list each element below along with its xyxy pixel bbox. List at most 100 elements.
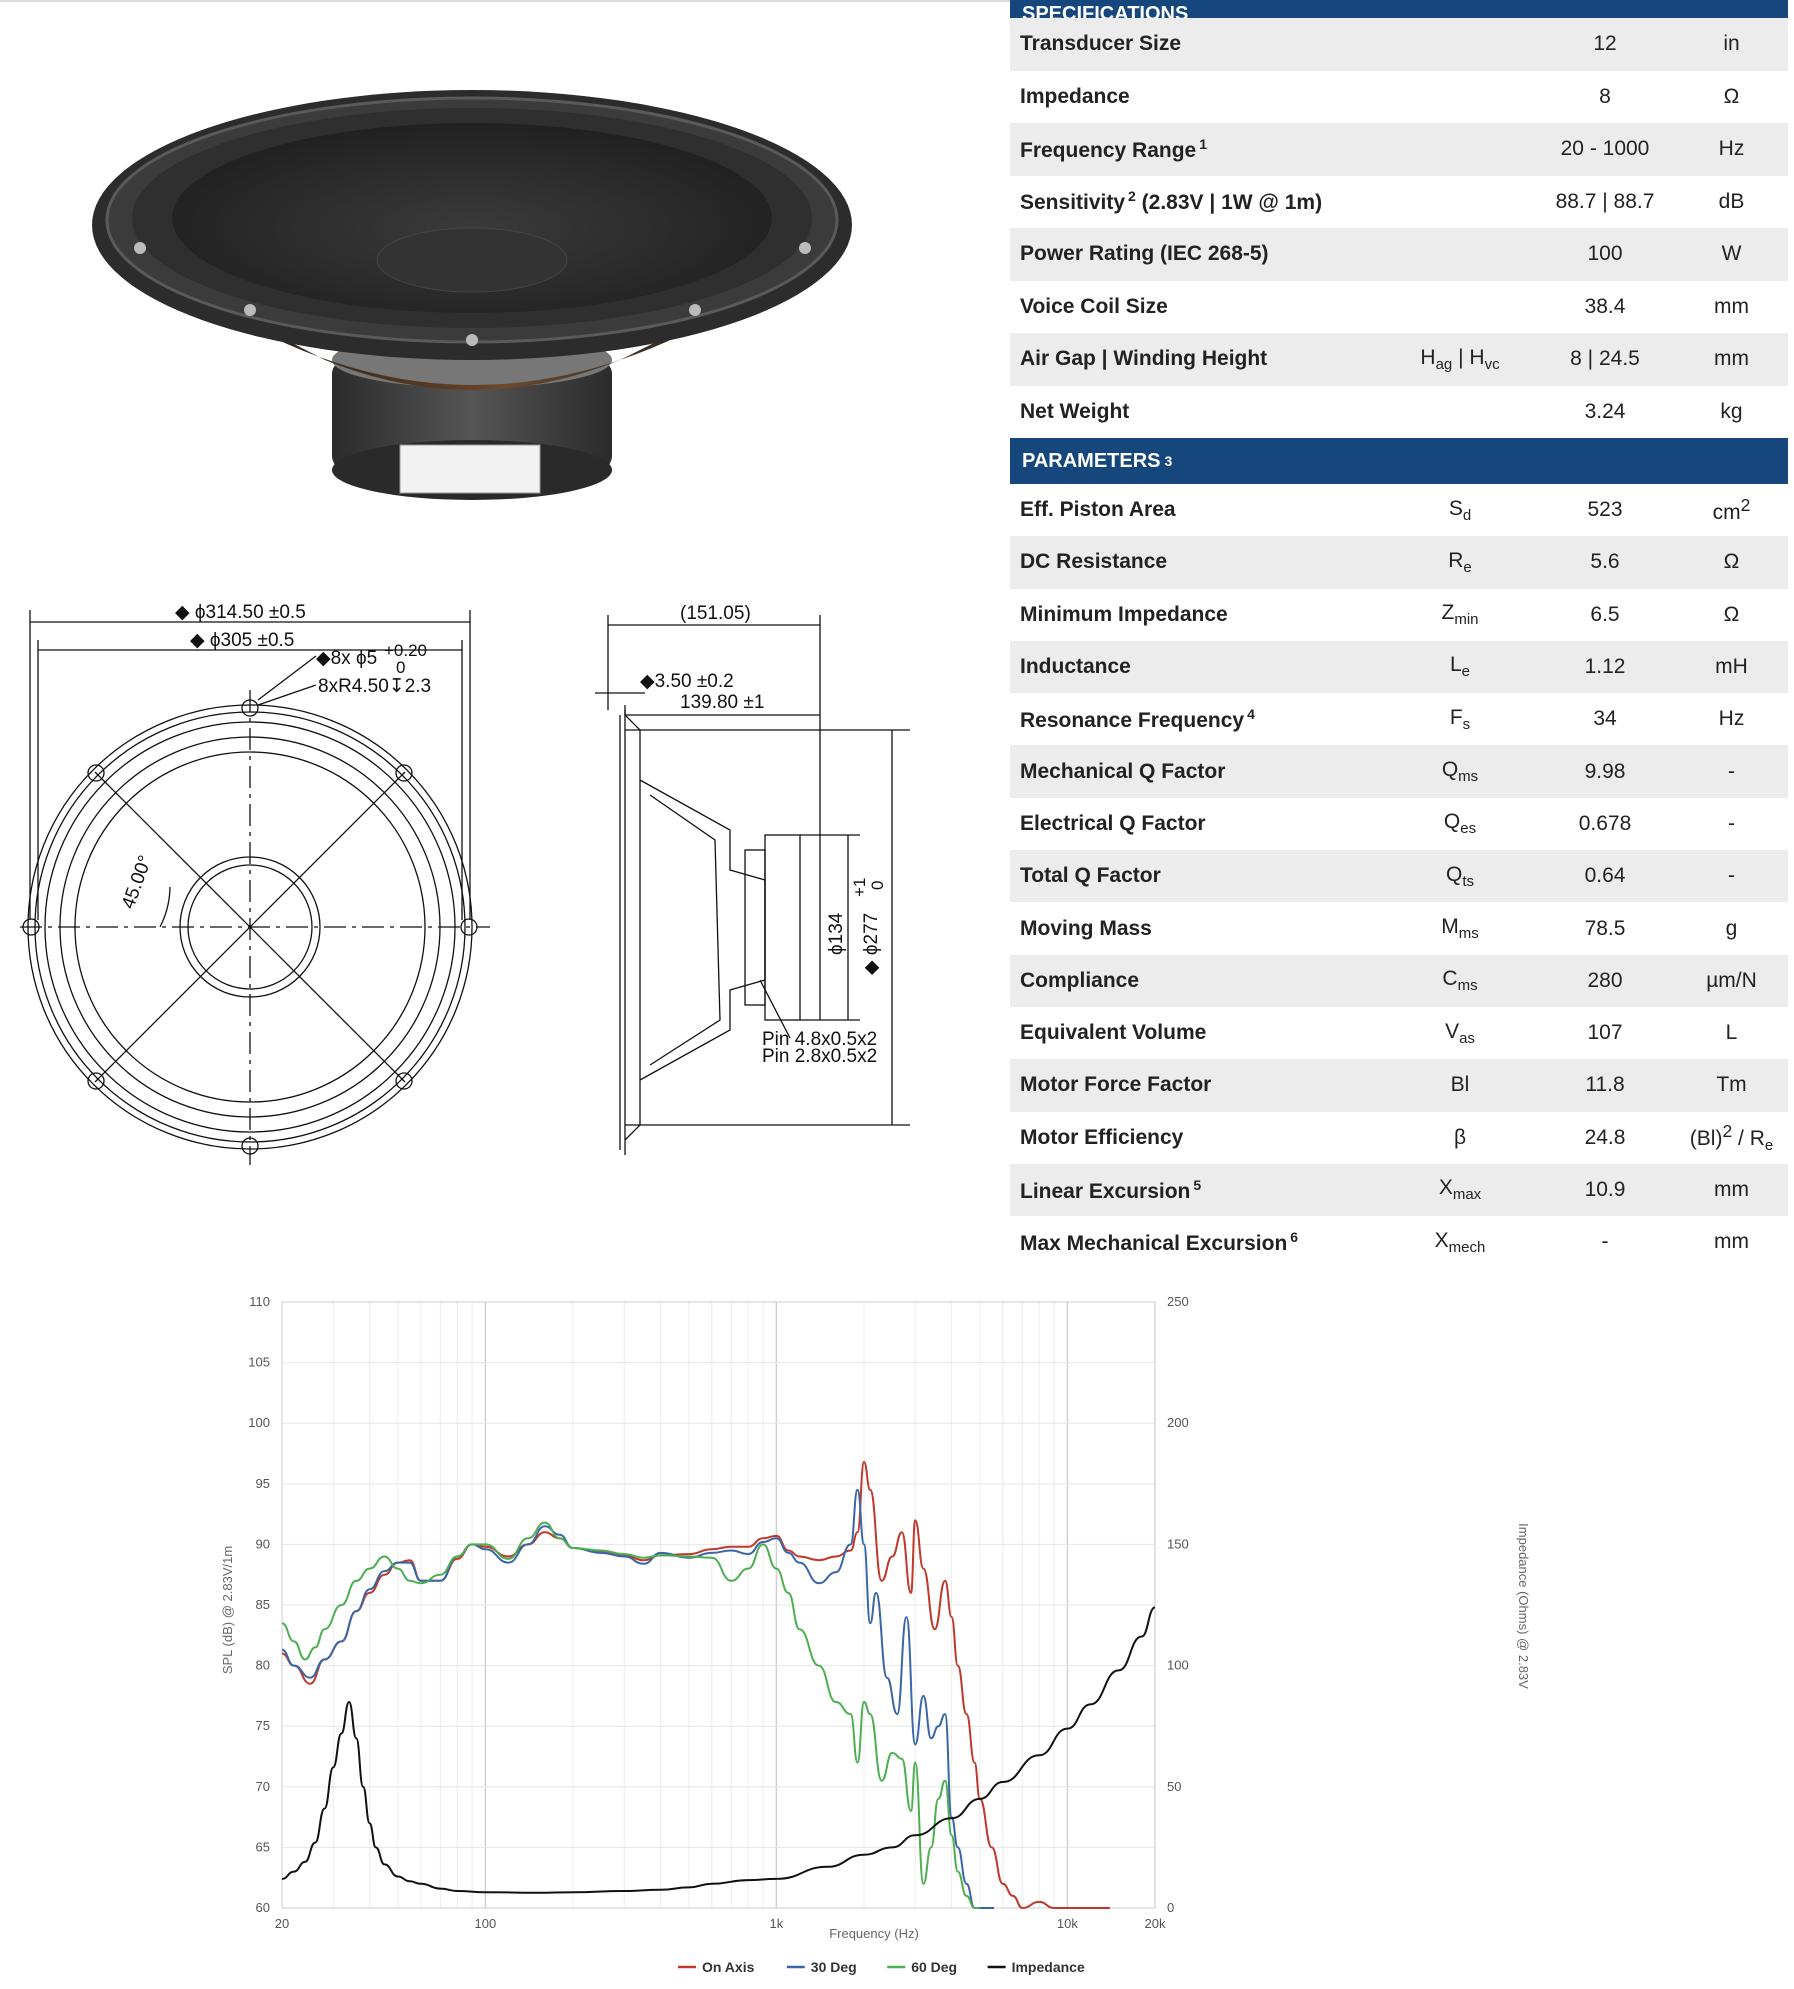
row-unit: mm	[1675, 295, 1788, 319]
row-value: 100	[1535, 242, 1675, 266]
dim-magnet-diameter: ϕ134	[826, 912, 847, 955]
legend-label: Impedance	[1012, 1959, 1085, 1975]
text-part: Z	[1441, 601, 1455, 625]
parameters-rows: Eff. Piston Area Sd 523 cm2 DC Resistance Re 5…	[1010, 484, 1788, 1268]
text-part: Ω	[1723, 84, 1740, 108]
plot-frame	[281, 1301, 1156, 1909]
spec-table: SPECIFICATIONS Transducer Size 12 in Impeda…	[1010, 0, 1788, 1268]
table-row: Minimum Impedance Zmin 6.5 Ω	[1010, 589, 1788, 641]
dim-depth: 139.80 ±1	[680, 692, 764, 713]
text-part: 0.64	[1584, 864, 1626, 888]
row-symbol: Zmin	[1385, 601, 1535, 628]
table-row: Air Gap | Winding Height Hag | Hvc 8 | 24.…	[1010, 333, 1788, 386]
row-label: Net Weight	[1010, 400, 1385, 424]
row-value: 38.4	[1535, 295, 1675, 319]
row-unit: -	[1675, 812, 1788, 836]
text-part: 24.8	[1584, 1125, 1626, 1149]
row-value: 8	[1535, 85, 1675, 109]
text-part: 2	[1722, 1121, 1733, 1142]
row-label: Voice Coil Size	[1010, 295, 1385, 319]
y-tick-label: 85	[256, 1597, 270, 1612]
text-part: Max Mechanical Excursion	[1020, 1231, 1288, 1255]
text-part: mm	[1714, 294, 1749, 318]
text-part: R	[1448, 548, 1464, 572]
text-part: Air Gap | Winding Height	[1020, 347, 1268, 371]
text-part: 6.5	[1590, 602, 1620, 626]
text-part: 4	[1247, 705, 1255, 722]
row-label: Impedance	[1010, 85, 1385, 109]
text-part: Compliance	[1020, 968, 1140, 992]
text-part: | H	[1452, 345, 1485, 369]
dim-outer-diameter: ◆ ϕ314.50 ±0.5	[175, 602, 306, 623]
text-part: -	[1601, 1230, 1609, 1254]
text-part: Eff. Piston Area	[1020, 498, 1176, 522]
text-part: Net Weight	[1020, 399, 1130, 423]
row-label: Compliance	[1010, 969, 1385, 993]
text-part: 11.8	[1585, 1073, 1625, 1097]
dim-total-depth: (151.05)	[680, 603, 751, 624]
text-part: 20 - 1000	[1560, 137, 1650, 161]
text-part: kg	[1720, 399, 1743, 423]
row-unit: dB	[1675, 190, 1788, 214]
table-row: Mechanical Q Factor Qms 9.98 -	[1010, 745, 1788, 798]
dim-counterbore: 8xR4.50↧2.3	[318, 676, 431, 697]
text-part: H	[1420, 345, 1436, 369]
text-part: V	[1445, 1019, 1460, 1043]
text-part: in	[1723, 32, 1740, 56]
text-part: Impedance	[1020, 84, 1130, 108]
text-part: Total Q Factor	[1020, 864, 1161, 888]
text-part: Transducer Size	[1020, 32, 1182, 56]
y2-tick-label: 250	[1167, 1294, 1189, 1309]
row-label: Linear Excursion 5	[1010, 1177, 1385, 1204]
text-part: Q	[1441, 758, 1459, 782]
text-part: d	[1462, 506, 1472, 524]
y-tick-label: 110	[249, 1294, 270, 1309]
text-part: Resonance Frequency	[1020, 708, 1245, 732]
row-symbol: β	[1385, 1126, 1535, 1150]
text-part: (2.83V | 1W @ 1m)	[1135, 191, 1323, 215]
text-part: Q	[1443, 810, 1461, 834]
text-part: M	[1441, 914, 1459, 938]
chart-legend: On Axis 30 Deg 60 Deg Impedance	[678, 1959, 1085, 1975]
pin-label-1: Pin 4.8x0.5x2	[762, 1029, 877, 1050]
text-part: Motor Force Factor	[1020, 1073, 1212, 1097]
text-part: 3.24	[1584, 399, 1626, 423]
y2-tick-label: 150	[1167, 1536, 1189, 1551]
row-value: 12	[1535, 32, 1675, 56]
row-label: Motor Force Factor	[1010, 1073, 1385, 1097]
text-part: s	[1462, 715, 1471, 733]
text-part: β	[1453, 1125, 1467, 1149]
text-part: (Bl)	[1689, 1127, 1723, 1151]
y2-tick-label: 100	[1167, 1658, 1189, 1673]
row-unit: Hz	[1675, 707, 1788, 731]
row-unit: mm	[1675, 1230, 1788, 1254]
row-symbol: Hag | Hvc	[1385, 346, 1535, 373]
row-label: Electrical Q Factor	[1010, 812, 1385, 836]
row-label: Sensitivity 2 (2.83V | 1W @ 1m)	[1010, 188, 1385, 215]
table-row: Total Q Factor Qts 0.64 -	[1010, 850, 1788, 903]
row-label: Air Gap | Winding Height	[1010, 347, 1385, 371]
text-part: mH	[1715, 655, 1748, 679]
table-row: Net Weight 3.24 kg	[1010, 386, 1788, 439]
table-row: Frequency Range 1 20 - 1000 Hz	[1010, 123, 1788, 176]
y2-tick-label: 200	[1167, 1415, 1189, 1430]
row-symbol: Cms	[1385, 967, 1535, 994]
text-part: 1.12	[1584, 655, 1626, 679]
row-unit: L	[1675, 1021, 1788, 1045]
y-axis-label: SPL (dB) @ 2.83V/1m	[220, 1546, 235, 1674]
text-part: ms	[1457, 977, 1478, 995]
row-value: 1.12	[1535, 655, 1675, 679]
text-part: dB	[1718, 189, 1745, 213]
text-part: 2	[1128, 188, 1136, 205]
row-value: 8 | 24.5	[1535, 347, 1675, 371]
text-part: 107	[1587, 1021, 1623, 1045]
row-symbol: Sd	[1385, 497, 1535, 524]
table-row: Motor Force Factor Bl 11.8 Tm	[1010, 1059, 1788, 1112]
y-tick-label: 70	[256, 1779, 270, 1794]
text-part: W	[1721, 242, 1742, 266]
row-unit: (Bl)2 / Re	[1675, 1121, 1788, 1154]
table-row: Resonance Frequency 4 Fs 34 Hz	[1010, 693, 1788, 745]
y2-axis-label: Impedance (Ohms) @ 2.83V	[1516, 1523, 1531, 1689]
row-label: Motor Efficiency	[1010, 1126, 1385, 1150]
row-value: 6.5	[1535, 603, 1675, 627]
